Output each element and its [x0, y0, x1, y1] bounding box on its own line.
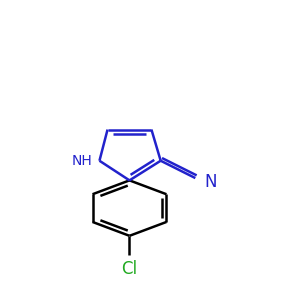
- Text: NH: NH: [72, 154, 92, 168]
- Text: Cl: Cl: [122, 260, 138, 278]
- Text: N: N: [205, 172, 217, 190]
